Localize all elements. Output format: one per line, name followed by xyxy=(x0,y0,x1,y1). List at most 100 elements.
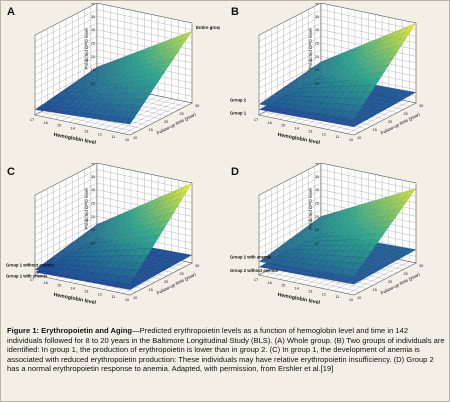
x-axis-label: Hemoglobin level xyxy=(277,292,321,306)
figure-caption: Figure 1: Erythropoietin and Aging—Predi… xyxy=(7,326,445,374)
y-tick-label: 10 xyxy=(133,296,137,300)
z-tick-label: 15 xyxy=(91,228,95,232)
grid-line xyxy=(34,182,193,216)
surface-cell xyxy=(180,182,193,194)
x-tick-label: 13 xyxy=(308,289,312,293)
series-label: Group 1 xyxy=(230,111,247,116)
grid-line xyxy=(258,169,417,202)
x-tick-label: 14 xyxy=(71,287,75,291)
z-tick-label: 15 xyxy=(91,68,95,72)
grid-line xyxy=(347,101,410,134)
z-tick-label: 15 xyxy=(315,228,319,232)
grid-line xyxy=(34,176,193,209)
x-tick-label: 15 xyxy=(57,284,61,288)
surface-cell xyxy=(404,90,417,95)
grid-line xyxy=(34,16,193,49)
y-tick-label: 15 xyxy=(373,288,377,292)
surface-1 xyxy=(34,182,193,285)
z-tick-label: 30 xyxy=(91,28,95,32)
surface-1 xyxy=(258,188,417,277)
x-tick-label: 12 xyxy=(322,132,326,136)
surface-chart-a: A Predicted EPO level 40 35 30 25 20 15 10 17 16 15… xyxy=(7,3,220,146)
z-tick-label: 40 xyxy=(315,3,319,6)
z-tick-label: 30 xyxy=(315,188,319,192)
z-tick-label: 10 xyxy=(315,82,319,86)
grid-line xyxy=(258,182,417,216)
z-tick-label: 40 xyxy=(315,163,319,166)
z-tick-label: 35 xyxy=(91,15,95,19)
z-tick-label: 10 xyxy=(91,82,95,86)
x-tick-label: 17 xyxy=(254,278,258,282)
grid-line xyxy=(34,22,193,56)
x-tick-label: 15 xyxy=(281,284,285,288)
y-tick-label: 30 xyxy=(195,104,199,108)
grid-line xyxy=(258,9,417,42)
y-tick-label: 15 xyxy=(149,288,153,292)
y-tick-label: 30 xyxy=(419,104,423,108)
chart-panel-b: C Predicted EPO level 40 35 30 25 20 15 10 17 16 15… xyxy=(5,163,220,323)
z-tick-label: 25 xyxy=(91,42,95,46)
surface-cell xyxy=(180,253,193,258)
z-tick-label: 10 xyxy=(91,242,95,246)
grid-line xyxy=(347,261,410,294)
x-tick-label: 15 xyxy=(281,124,285,128)
z-tick-label: 25 xyxy=(315,202,319,206)
y-tick-label: 15 xyxy=(373,128,377,132)
z-axis-label: Predicted EPO level xyxy=(84,28,89,69)
x-tick-label: 15 xyxy=(57,124,61,128)
y-tick-label: 30 xyxy=(419,264,423,268)
y-tick-label: 20 xyxy=(164,280,168,284)
z-axis-label: Predicted EPO level xyxy=(84,188,89,229)
y-tick-label: 15 xyxy=(149,128,153,132)
x-tick-label: 14 xyxy=(295,127,299,131)
x-tick-label: 11 xyxy=(111,295,115,299)
series-label: Group 2 with anemia xyxy=(230,255,272,260)
x-axis-label: Hemoglobin level xyxy=(53,292,97,306)
x-tick-label: 14 xyxy=(295,287,299,291)
y-tick-label: 25 xyxy=(404,112,408,116)
z-tick-label: 15 xyxy=(315,68,319,72)
surface-cell xyxy=(404,188,417,197)
x-tick-label: 11 xyxy=(335,295,339,299)
z-tick-label: 20 xyxy=(315,215,319,219)
x-tick-label: 13 xyxy=(308,129,312,133)
panel-letter: D xyxy=(231,166,239,178)
y-tick-label: 20 xyxy=(164,120,168,124)
grid-line xyxy=(34,222,193,256)
grid-line xyxy=(258,176,417,209)
grid-line xyxy=(123,261,186,294)
x-tick-label: 10 xyxy=(349,298,353,302)
chart-panel-d: D Predicted EPO level 40 35 30 25 20 15 10 17 16 15… xyxy=(229,163,444,323)
surface-cell xyxy=(404,248,417,253)
y-tick-label: 30 xyxy=(195,264,199,268)
grid-line xyxy=(116,99,179,133)
caption-body: —Predicted erythropoietin levels as a fu… xyxy=(7,326,445,374)
surface-chart-d: D Predicted EPO level 40 35 30 25 20 15 10 17 16 15… xyxy=(230,163,423,306)
y-tick-label: 20 xyxy=(388,280,392,284)
z-axis-label: Predicted EPO level xyxy=(308,28,313,69)
x-tick-label: 12 xyxy=(98,132,102,136)
x-tick-label: 11 xyxy=(111,135,115,139)
z-tick-label: 25 xyxy=(315,42,319,46)
grid-line xyxy=(34,29,193,62)
x-tick-label: 17 xyxy=(254,118,258,122)
z-tick-label: 40 xyxy=(91,163,95,166)
surface-1 xyxy=(258,22,417,120)
z-tick-label: 35 xyxy=(91,175,95,179)
x-tick-label: 13 xyxy=(84,129,88,133)
series-label: Group 1 with anemia xyxy=(6,273,48,278)
panel-letter: A xyxy=(7,6,15,18)
z-tick-label: 35 xyxy=(315,175,319,179)
z-tick-label: 20 xyxy=(315,55,319,59)
y-tick-label: 10 xyxy=(357,136,361,140)
surface-chart-b: B Predicted EPO level 40 35 30 25 20 15 10 17 16 15… xyxy=(230,3,423,146)
z-tick-label: 20 xyxy=(91,215,95,219)
x-axis-label: Hemoglobin level xyxy=(277,132,321,146)
z-tick-label: 40 xyxy=(91,3,95,6)
x-tick-label: 17 xyxy=(30,278,34,282)
z-tick-label: 30 xyxy=(315,28,319,32)
series-label: Group 1 without anemia xyxy=(6,263,54,268)
grid-line xyxy=(34,9,193,42)
chart-panel-a: A Predicted EPO level 40 35 30 25 20 15 10 17 16 15… xyxy=(5,3,220,163)
